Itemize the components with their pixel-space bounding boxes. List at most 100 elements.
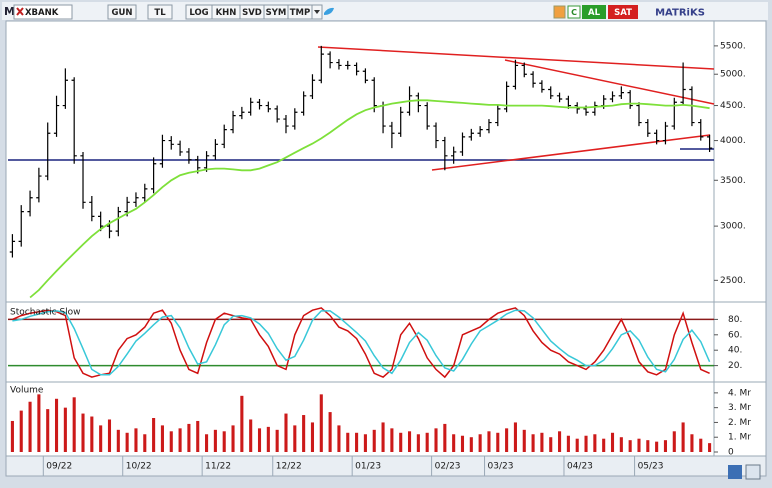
volume-bar xyxy=(399,432,403,452)
volume-bar xyxy=(619,437,623,452)
ohlc-bar xyxy=(468,128,474,141)
volume-bar xyxy=(99,425,103,452)
volume-bar xyxy=(205,434,209,452)
ohlc-bar xyxy=(212,139,219,160)
volume-bar xyxy=(540,432,544,452)
y-tick-label: 80. xyxy=(728,315,742,325)
x-tick-label: 03/23 xyxy=(488,462,514,472)
volume-bar xyxy=(160,425,164,452)
volume-bar xyxy=(478,434,482,452)
volume-bar xyxy=(107,419,112,452)
ohlc-bar xyxy=(309,74,316,100)
ohlc-bar xyxy=(292,108,298,130)
volume-bar xyxy=(513,422,517,452)
y-tick-label: 5500. xyxy=(720,41,746,51)
ohlc-bar xyxy=(283,114,289,134)
volume-bar xyxy=(19,410,23,452)
ohlc-bar xyxy=(653,129,660,145)
volume-bar xyxy=(443,423,447,452)
ohlc-bar xyxy=(459,132,466,156)
symbol-box[interactable] xyxy=(13,4,73,20)
volume-bar xyxy=(46,409,50,452)
volume-panel: 4. Mr 3. Mr 2. Mr 1. Mr 0 xyxy=(10,388,751,458)
volume-bar xyxy=(196,420,200,452)
sell-button[interactable] xyxy=(608,5,638,19)
volume-bar xyxy=(416,434,420,452)
x-tick-label: 05/23 xyxy=(638,462,664,472)
chart-frame xyxy=(5,20,767,457)
ohlc-bar xyxy=(451,146,457,164)
volume-bar xyxy=(434,428,438,452)
volume-bar xyxy=(549,437,553,452)
ohlc-bar xyxy=(618,86,624,100)
volume-bar xyxy=(690,434,694,452)
volume-bar xyxy=(390,428,394,452)
ohlc-bar xyxy=(142,183,148,203)
volume-bar xyxy=(381,422,385,452)
volume-bar xyxy=(37,394,41,452)
edit-icon[interactable] xyxy=(553,5,566,19)
sync-icon[interactable] xyxy=(728,465,742,479)
y-tick-label: 3000. xyxy=(720,222,746,232)
menu-icon[interactable] xyxy=(745,464,761,480)
volume-bar xyxy=(169,431,173,452)
ohlc-bar xyxy=(36,167,42,203)
button[interactable] xyxy=(107,4,137,20)
share-icon[interactable] xyxy=(324,7,334,15)
refresh-icon[interactable] xyxy=(567,5,581,19)
button-label: GUN xyxy=(112,8,133,18)
y-tick-label: 3500. xyxy=(720,176,746,186)
ohlc-bar xyxy=(539,80,545,93)
volume-bar xyxy=(681,422,685,452)
volume-bar xyxy=(187,423,191,452)
ohlc-bar xyxy=(512,59,519,90)
button-label: SVD xyxy=(242,8,262,18)
volume-bar xyxy=(222,431,226,452)
volume-bar xyxy=(487,431,491,452)
volume-bar xyxy=(302,415,306,452)
volume-bar xyxy=(116,429,120,452)
volume-bar xyxy=(257,428,262,452)
buy-label: AL xyxy=(588,8,601,18)
ohlc-bar xyxy=(424,102,430,130)
ohlc-bar xyxy=(203,151,210,172)
ohlc-bar xyxy=(45,122,51,181)
x-tick-label: 10/22 xyxy=(126,462,152,472)
symbol: XBANK xyxy=(25,8,59,18)
y-tick-label: 40. xyxy=(728,346,742,356)
x-tick-label: 02/23 xyxy=(435,462,461,472)
x-tick-label: 09/22 xyxy=(46,462,72,472)
ohlc-bar xyxy=(239,106,245,120)
ohlc-bar xyxy=(9,234,16,258)
trend-line xyxy=(317,46,715,70)
volume-bar xyxy=(143,434,147,452)
button[interactable] xyxy=(147,4,173,20)
volume-bar xyxy=(628,440,632,452)
volume-bar xyxy=(602,438,606,452)
ohlc-bar xyxy=(98,211,104,232)
x-tick-label: 01/23 xyxy=(355,462,381,472)
logo: M xyxy=(4,5,15,18)
volume-bar xyxy=(266,426,270,452)
ohlc-bar xyxy=(389,121,395,149)
ohlc-bar xyxy=(150,157,157,194)
refresh-glyph: C xyxy=(571,8,577,17)
ohlc-bar xyxy=(115,206,121,237)
volume-bar xyxy=(584,435,588,452)
y-tick-label: 3. Mr xyxy=(728,403,751,413)
volume-bar xyxy=(54,398,59,452)
brand: MATRiKS xyxy=(655,8,705,19)
ohlc-bar xyxy=(300,91,307,116)
price-panel: 5500. 5000. 4500. 4000. 3500. 3000. 2500. xyxy=(9,41,746,299)
ohlc-bar xyxy=(548,86,554,100)
ohlc-bar xyxy=(495,104,501,127)
ohlc-bar xyxy=(248,97,254,116)
ohlc-bar xyxy=(521,62,527,78)
y-tick-label: 4000. xyxy=(720,136,746,146)
ohlc-bar xyxy=(442,136,448,171)
volume-bar xyxy=(81,413,85,452)
y-tick-label: 20. xyxy=(728,361,742,371)
ohlc-bar xyxy=(274,105,280,123)
buy-button[interactable] xyxy=(582,5,606,19)
